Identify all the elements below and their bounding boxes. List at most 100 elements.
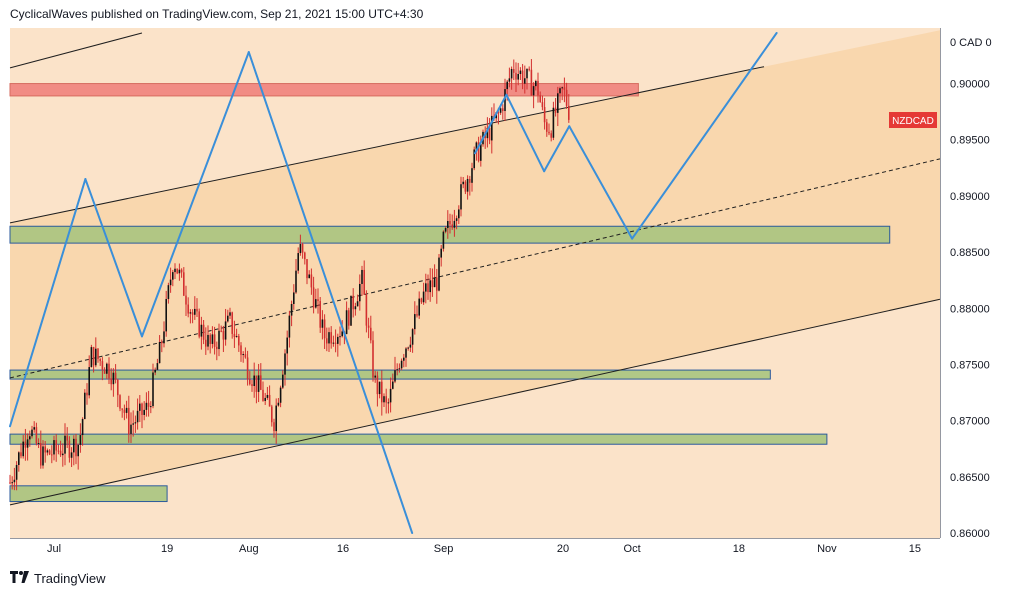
candle-body — [398, 368, 401, 370]
candle-body — [319, 301, 321, 328]
candle-body — [66, 435, 68, 441]
price-tick-label: 0.87500 — [950, 359, 990, 371]
candle-body — [348, 310, 350, 326]
price-tick-label: 0.86000 — [950, 528, 990, 540]
candle-body — [275, 405, 277, 432]
candle-body — [33, 427, 35, 430]
candle-body — [35, 427, 38, 444]
candle-body — [480, 144, 482, 161]
candle-body — [191, 312, 194, 315]
candle-body — [299, 244, 302, 254]
candle-body — [306, 259, 308, 279]
candle-body — [409, 344, 412, 348]
candle-body — [260, 375, 262, 390]
candle-body — [526, 68, 528, 79]
candle-body — [290, 303, 293, 316]
footer-brand: TradingView — [10, 571, 106, 586]
candle-body — [341, 331, 343, 337]
candle-body — [466, 178, 469, 192]
candle-body — [361, 269, 363, 284]
candle-body — [420, 298, 423, 303]
candle-body — [176, 268, 178, 274]
candle-body — [354, 306, 357, 310]
candle-body — [447, 221, 449, 229]
candle-body — [548, 131, 550, 134]
candle-body — [337, 336, 339, 344]
candle-body — [88, 367, 90, 396]
candle-body — [150, 406, 152, 408]
candle-body — [24, 441, 27, 448]
trendlines-layer — [9, 32, 941, 506]
candle-body — [202, 324, 205, 340]
candle-body — [356, 301, 359, 307]
symbol-price-tag-label: NZDCAD — [892, 116, 934, 127]
price-tick-label: 0.86500 — [950, 472, 990, 484]
symbol-price-tag: NZDCAD — [889, 112, 937, 128]
time-axis: Jul 19 Aug 16 Sep 20 Oct 18 Nov 15 — [47, 543, 921, 555]
candle-body — [57, 450, 60, 452]
candle-body — [422, 291, 425, 303]
candle-body — [400, 360, 403, 369]
candle-body — [499, 108, 502, 113]
candle-body — [11, 482, 13, 484]
candle-body — [253, 375, 255, 387]
candle-body — [363, 269, 365, 295]
candle-body — [488, 127, 491, 141]
candle-body — [286, 337, 288, 354]
candle-body — [145, 402, 148, 410]
candle-body — [180, 269, 183, 273]
candle-body — [213, 334, 216, 347]
candle-body — [121, 408, 123, 410]
candle-body — [378, 381, 381, 395]
candle-body — [321, 319, 324, 328]
candle-body — [218, 330, 220, 350]
price-tick-label: 0.90000 — [950, 79, 990, 91]
candle-body — [486, 127, 489, 139]
candle-body — [20, 452, 22, 457]
candle-body — [139, 403, 141, 411]
wave-projection-line — [568, 125, 634, 240]
candle-body — [284, 353, 286, 375]
candle-body — [557, 93, 559, 113]
candle-body — [233, 333, 236, 338]
wave-projection-line — [631, 32, 778, 240]
candle-body — [220, 330, 222, 332]
candle-body — [497, 112, 500, 114]
candle-body — [282, 374, 284, 388]
candle-body — [475, 142, 478, 150]
candle-body — [436, 277, 438, 291]
candle-body — [46, 450, 49, 453]
candle-body — [469, 178, 471, 183]
candle-body — [158, 341, 161, 364]
candle-body — [308, 274, 310, 279]
candle-body — [440, 248, 442, 258]
candle-body — [458, 209, 460, 219]
candle-body — [429, 280, 431, 293]
candle-body — [42, 446, 44, 466]
candle-body — [332, 342, 335, 344]
candle-body — [97, 348, 99, 360]
candle-body — [167, 285, 170, 299]
candle-body — [198, 311, 200, 337]
candle-body — [132, 423, 134, 425]
candle-body — [154, 369, 156, 373]
wave-projection-line — [474, 93, 508, 155]
candle-body — [559, 88, 561, 94]
candle-body — [502, 108, 504, 112]
candle-body — [55, 440, 57, 451]
candle-body — [515, 72, 517, 80]
candle-body — [414, 314, 416, 330]
candle-body — [389, 388, 392, 403]
candle-body — [528, 68, 530, 70]
channel-fill — [10, 30, 940, 505]
candle-body — [433, 277, 436, 288]
candle-body — [288, 315, 291, 338]
candle-body — [169, 279, 172, 286]
candle-body — [504, 89, 506, 112]
candle-body — [187, 304, 189, 314]
time-tick-label: Aug — [239, 543, 259, 555]
candle-body — [425, 283, 427, 292]
tradingview-logo-icon — [10, 571, 30, 586]
resistance-zone — [9, 83, 639, 97]
